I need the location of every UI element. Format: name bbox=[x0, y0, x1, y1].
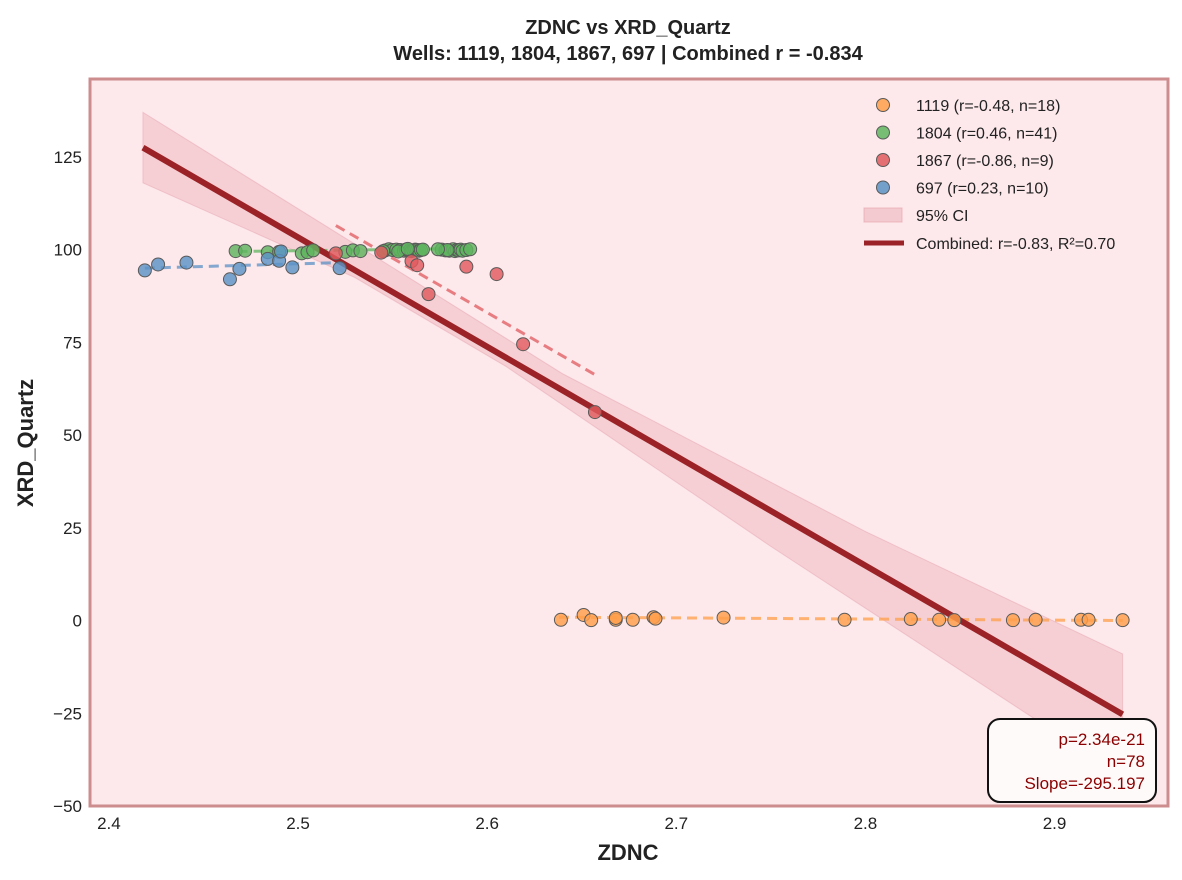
x-tick-label: 2.7 bbox=[664, 814, 688, 833]
data-point bbox=[374, 245, 389, 260]
y-tick-label: 25 bbox=[63, 519, 82, 538]
legend-label: Combined: r=-0.83, R²=0.70 bbox=[916, 236, 1115, 253]
data-point bbox=[608, 610, 623, 625]
x-tick-label: 2.5 bbox=[286, 814, 310, 833]
legend-label: 697 (r=0.23, n=10) bbox=[916, 181, 1049, 198]
legend-marker bbox=[876, 180, 890, 195]
data-point bbox=[179, 255, 194, 270]
data-point bbox=[430, 242, 445, 257]
chart-title: ZDNC vs XRD_Quartz bbox=[525, 17, 731, 39]
data-point bbox=[232, 261, 247, 276]
data-point bbox=[463, 242, 478, 257]
data-point bbox=[837, 612, 852, 627]
data-point bbox=[516, 337, 531, 352]
stats-box: p=2.34e-21 n=78 Slope=-295.197 bbox=[987, 718, 1157, 803]
x-tick-label: 2.9 bbox=[1043, 814, 1067, 833]
data-point bbox=[306, 243, 321, 258]
plot-area bbox=[90, 79, 1168, 806]
data-point bbox=[648, 611, 663, 626]
y-tick-label: 75 bbox=[63, 333, 82, 352]
data-point bbox=[716, 610, 731, 625]
plot-frame bbox=[88, 77, 1170, 808]
y-tick-label: −50 bbox=[53, 797, 82, 816]
stats-n: n=78 bbox=[1107, 752, 1145, 771]
data-point bbox=[410, 258, 425, 273]
data-point bbox=[1115, 613, 1130, 628]
data-point bbox=[137, 263, 152, 278]
legend-label: 95% CI bbox=[916, 208, 968, 225]
data-point bbox=[332, 261, 347, 276]
stats-slope: Slope=-295.197 bbox=[1024, 774, 1145, 793]
y-tick-label: 0 bbox=[73, 612, 82, 631]
data-point bbox=[260, 251, 275, 266]
y-tick-label: 125 bbox=[54, 148, 82, 167]
stats-box-frame bbox=[987, 718, 1157, 803]
x-tick-label: 2.4 bbox=[97, 814, 121, 833]
legend-marker bbox=[876, 98, 890, 112]
legend-marker bbox=[876, 125, 890, 140]
data-point bbox=[285, 260, 300, 275]
data-point bbox=[151, 257, 166, 272]
data-point bbox=[947, 613, 962, 628]
scatter-points bbox=[137, 241, 1130, 628]
y-tick-label: 50 bbox=[63, 426, 82, 445]
data-point bbox=[238, 243, 253, 258]
data-point bbox=[489, 267, 504, 282]
y-tick-label: 100 bbox=[54, 241, 82, 260]
data-point bbox=[459, 259, 474, 274]
chart-subtitle: Wells: 1119, 1804, 1867, 697 | Combined … bbox=[393, 43, 863, 65]
data-point bbox=[1081, 612, 1096, 627]
x-axis-label: ZDNC bbox=[597, 840, 658, 865]
data-point bbox=[932, 612, 947, 627]
data-point bbox=[415, 242, 430, 257]
data-point bbox=[353, 244, 368, 259]
legend-label: 1867 (r=-0.86, n=9) bbox=[916, 153, 1054, 170]
y-tick-label: −25 bbox=[53, 704, 82, 723]
x-tick-label: 2.8 bbox=[854, 814, 878, 833]
data-point bbox=[328, 246, 343, 261]
data-point bbox=[903, 612, 918, 627]
data-point bbox=[584, 613, 599, 628]
data-point bbox=[587, 405, 602, 420]
legend-ci-swatch bbox=[863, 207, 903, 223]
x-axis-ticks: 2.4 2.5 2.6 2.7 2.8 2.9 bbox=[97, 814, 1066, 833]
y-axis-label: XRD_Quartz bbox=[13, 379, 38, 507]
data-point bbox=[1028, 612, 1043, 627]
data-point bbox=[222, 272, 237, 287]
legend-marker bbox=[876, 153, 890, 167]
legend-label: 1119 (r=-0.48, n=18) bbox=[916, 98, 1060, 115]
y-axis-ticks: −50 −25 0 25 50 75 100 125 bbox=[53, 148, 82, 816]
legend: 1119 (r=-0.48, n=18) 1804 (r=0.46, n=41) 1… bbox=[863, 98, 1115, 253]
data-point bbox=[274, 244, 289, 259]
stats-p-value: p=2.34e-21 bbox=[1059, 730, 1146, 749]
x-tick-label: 2.6 bbox=[475, 814, 499, 833]
legend-label: 1804 (r=0.46, n=41) bbox=[916, 126, 1057, 143]
data-point bbox=[625, 612, 640, 627]
data-point bbox=[421, 287, 436, 302]
data-point bbox=[400, 241, 415, 256]
data-point bbox=[1005, 613, 1020, 628]
data-point bbox=[553, 612, 568, 627]
